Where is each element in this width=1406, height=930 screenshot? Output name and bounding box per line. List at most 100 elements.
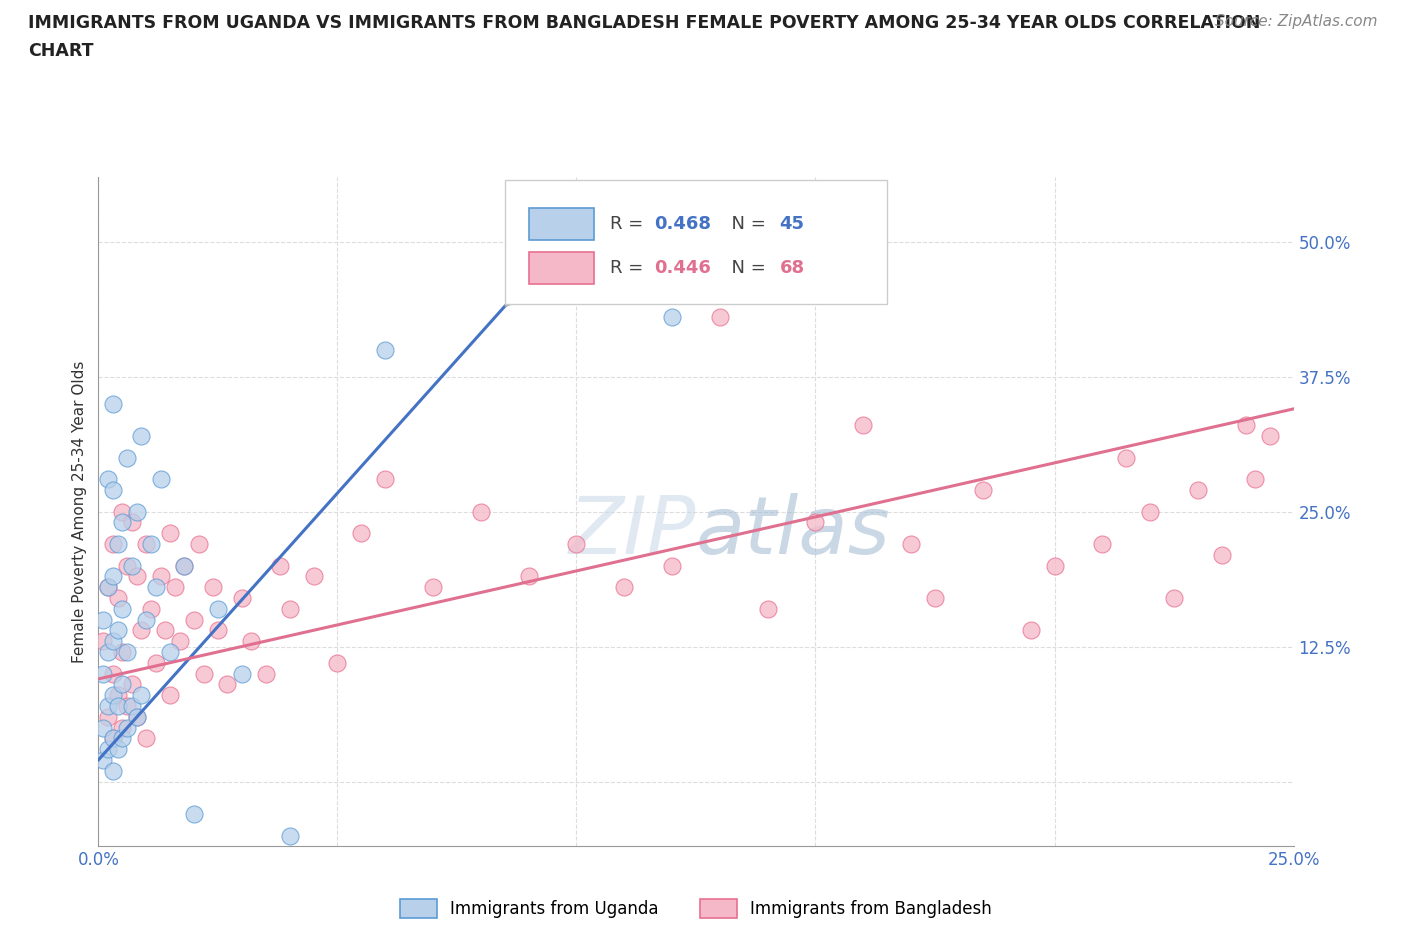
Point	[101, 396, 124, 411]
Point	[159, 525, 181, 540]
Point	[97, 644, 120, 659]
Point	[756, 602, 779, 617]
Point	[1019, 623, 1042, 638]
Point	[101, 483, 124, 498]
Point	[111, 731, 134, 746]
Point	[115, 450, 138, 465]
FancyBboxPatch shape	[529, 252, 595, 284]
Point	[183, 612, 205, 627]
Point	[173, 558, 195, 573]
Point	[852, 418, 875, 432]
Point	[97, 579, 120, 594]
Point	[125, 504, 148, 519]
Point	[1258, 429, 1281, 444]
Point	[101, 537, 124, 551]
Point	[1187, 483, 1209, 498]
Point	[231, 591, 253, 605]
Point	[470, 504, 492, 519]
Point	[1139, 504, 1161, 519]
Point	[131, 429, 153, 444]
Point	[91, 752, 114, 767]
Point	[97, 472, 120, 486]
Point	[159, 644, 181, 659]
Point	[193, 666, 215, 681]
Point	[565, 537, 588, 551]
Point	[613, 579, 636, 594]
Text: 0.468: 0.468	[654, 215, 711, 233]
FancyBboxPatch shape	[505, 180, 887, 304]
Point	[1163, 591, 1185, 605]
Point	[155, 623, 177, 638]
Point	[159, 687, 181, 702]
Point	[125, 710, 148, 724]
Point	[97, 698, 120, 713]
Point	[107, 698, 129, 713]
Point	[101, 764, 124, 778]
Point	[231, 666, 253, 681]
Point	[278, 828, 301, 843]
Point	[169, 633, 191, 648]
Text: N =: N =	[720, 215, 772, 233]
Text: N =: N =	[720, 259, 772, 277]
Point	[111, 515, 134, 530]
Point	[187, 537, 209, 551]
Point	[125, 569, 148, 584]
Point	[107, 687, 129, 702]
Point	[101, 731, 124, 746]
Point	[97, 741, 120, 756]
Text: 45: 45	[779, 215, 804, 233]
Point	[302, 569, 325, 584]
Point	[125, 710, 148, 724]
Text: 0.446: 0.446	[654, 259, 711, 277]
Point	[149, 569, 172, 584]
Point	[91, 720, 114, 735]
Point	[1244, 472, 1267, 486]
Point	[139, 537, 162, 551]
Point	[900, 537, 922, 551]
Text: R =: R =	[610, 215, 650, 233]
Point	[107, 623, 129, 638]
Point	[101, 666, 124, 681]
Text: ZIP: ZIP	[568, 493, 696, 571]
Text: R =: R =	[610, 259, 650, 277]
Text: 68: 68	[779, 259, 804, 277]
Point	[804, 515, 827, 530]
Point	[115, 720, 138, 735]
Point	[1091, 537, 1114, 551]
Point	[135, 731, 157, 746]
Text: atlas: atlas	[696, 493, 891, 571]
Point	[107, 591, 129, 605]
Y-axis label: Female Poverty Among 25-34 Year Olds: Female Poverty Among 25-34 Year Olds	[72, 360, 87, 663]
Point	[254, 666, 277, 681]
Point	[163, 579, 186, 594]
Point	[111, 602, 134, 617]
Point	[217, 677, 239, 692]
Point	[111, 677, 134, 692]
Point	[111, 720, 134, 735]
Point	[1115, 450, 1137, 465]
Point	[1211, 547, 1233, 562]
Point	[97, 710, 120, 724]
Point	[350, 525, 373, 540]
Point	[240, 633, 263, 648]
Point	[202, 579, 225, 594]
Point	[131, 687, 153, 702]
Point	[149, 472, 172, 486]
Point	[101, 687, 124, 702]
Point	[924, 591, 946, 605]
Point	[115, 698, 138, 713]
Point	[135, 537, 157, 551]
Point	[661, 310, 683, 325]
Point	[145, 579, 167, 594]
Point	[278, 602, 301, 617]
Point	[91, 612, 114, 627]
Point	[107, 741, 129, 756]
Point	[115, 558, 138, 573]
Point	[111, 644, 134, 659]
Point	[374, 472, 396, 486]
Point	[269, 558, 291, 573]
Point	[91, 633, 114, 648]
Point	[207, 623, 229, 638]
Legend: Immigrants from Uganda, Immigrants from Bangladesh: Immigrants from Uganda, Immigrants from …	[394, 893, 998, 925]
Point	[121, 677, 143, 692]
